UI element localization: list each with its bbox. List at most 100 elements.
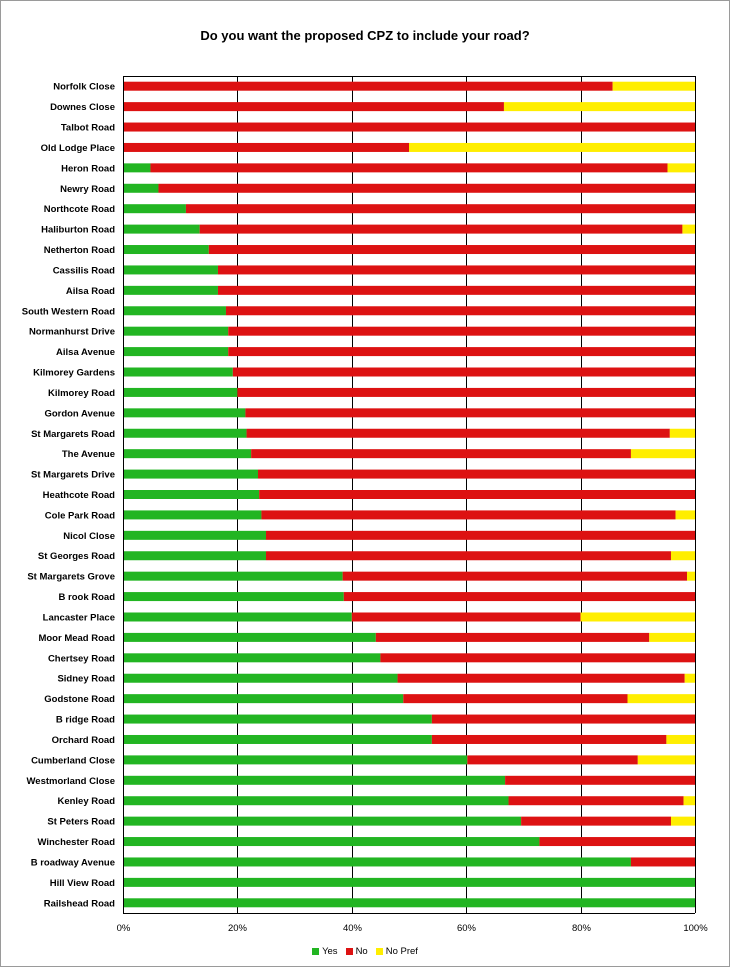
bar-segment-no xyxy=(266,551,671,561)
category-label: Netherton Road xyxy=(44,245,115,256)
bar-segment-yes xyxy=(123,755,468,765)
bar-segment-no-pref xyxy=(503,102,695,112)
bar-segment-yes xyxy=(123,877,695,887)
category-label: Kenley Road xyxy=(57,796,115,807)
bar-segment-yes xyxy=(123,245,209,255)
category-label: St Margarets Drive xyxy=(31,470,115,481)
category-label: Newry Road xyxy=(60,184,115,195)
category-label: B rook Road xyxy=(59,592,116,603)
category-label: Lancaster Place xyxy=(43,612,115,623)
legend-item-yes: Yes xyxy=(312,946,338,957)
bar-segment-no xyxy=(217,265,695,275)
bar-segment-yes xyxy=(123,306,226,316)
bar-segment-yes xyxy=(123,387,238,397)
bar-segment-yes xyxy=(123,367,233,377)
category-label: Sidney Road xyxy=(57,674,115,685)
bar-segment-no xyxy=(208,245,696,255)
bar-segment-yes xyxy=(123,449,252,459)
bar-segment-no xyxy=(521,816,671,826)
category-label: Kilmorey Road xyxy=(48,388,115,399)
legend-label: No xyxy=(355,946,368,957)
bar-segment-no xyxy=(397,673,685,683)
bar-segment-no-pref xyxy=(670,816,695,826)
bar-segment-no xyxy=(225,306,695,316)
bar-segment-no xyxy=(123,142,409,152)
category-label: B ridge Road xyxy=(56,715,115,726)
bar-segment-no-pref xyxy=(683,796,695,806)
category-label: Haliburton Road xyxy=(41,225,115,236)
category-label: St Margarets Road xyxy=(31,429,115,440)
chart-legend: Yes No No Pref xyxy=(0,946,730,957)
bar-segment-no xyxy=(505,775,695,785)
bar-segment-no xyxy=(158,183,696,193)
bar-segment-no-pref xyxy=(670,551,695,561)
bar-segment-yes xyxy=(123,816,522,826)
bar-segment-no xyxy=(228,326,696,336)
bar-segment-yes xyxy=(123,694,404,704)
bar-segment-no xyxy=(228,347,696,357)
bar-segment-yes xyxy=(123,571,343,581)
category-label: Old Lodge Place xyxy=(41,143,115,154)
legend-label: No Pref xyxy=(385,946,418,957)
bar-segment-no xyxy=(251,449,631,459)
bar-segment-yes xyxy=(123,551,266,561)
bar-segment-no-pref xyxy=(682,224,695,234)
category-label: Ailsa Road xyxy=(66,286,115,297)
bar-segment-no xyxy=(245,408,695,418)
bar-segment-no xyxy=(431,714,695,724)
bar-segment-no-pref xyxy=(669,428,695,438)
category-label: Godstone Road xyxy=(44,694,115,705)
bar-segment-yes xyxy=(123,734,432,744)
category-label: Cassilis Road xyxy=(53,265,115,276)
category-label: St Peters Road xyxy=(47,817,115,828)
bar-segment-yes xyxy=(123,632,376,642)
bar-segment-yes xyxy=(123,857,631,867)
legend-item-no: No xyxy=(345,946,368,957)
category-label: Gordon Avenue xyxy=(44,408,115,419)
chart-title: Do you want the proposed CPZ to include … xyxy=(200,28,530,43)
bar-segment-yes xyxy=(123,408,246,418)
bar-segment-no xyxy=(431,734,667,744)
bar-segment-no xyxy=(259,490,695,499)
bar-segment-yes xyxy=(123,714,432,724)
category-label: Northcote Road xyxy=(44,204,115,215)
bar-segment-no-pref xyxy=(637,755,695,765)
bar-segment-no xyxy=(508,796,684,806)
bar-segment-no xyxy=(351,612,581,622)
bar-segment-no xyxy=(342,571,687,581)
category-label: Cole Park Road xyxy=(45,510,115,521)
bar-segment-yes xyxy=(123,837,540,847)
bar-segment-no xyxy=(539,837,695,847)
bar-segment-yes xyxy=(123,265,218,275)
category-label: St Georges Road xyxy=(38,551,115,562)
category-label: Chertsey Road xyxy=(48,653,115,664)
bar-segment-no xyxy=(123,81,613,91)
category-label: Talbot Road xyxy=(61,123,115,134)
category-label: South Western Road xyxy=(22,306,115,317)
bar-segment-no-pref xyxy=(409,142,695,152)
bar-segment-no-pref xyxy=(612,81,695,91)
category-label: Heron Road xyxy=(61,163,115,174)
category-label: St Margarets Grove xyxy=(27,572,115,583)
bar-segment-no xyxy=(123,122,695,132)
bar-segment-no-pref xyxy=(684,673,695,683)
x-tick-label: 60% xyxy=(457,923,477,934)
bar-segment-yes xyxy=(123,224,200,234)
bar-segment-yes xyxy=(123,285,218,295)
category-label: The Avenue xyxy=(62,449,115,460)
category-label: Cumberland Close xyxy=(31,755,115,766)
category-label: Heathcote Road xyxy=(43,490,116,501)
category-label: Railshead Road xyxy=(44,898,115,909)
bar-segment-no-pref xyxy=(627,694,695,704)
category-label: B roadway Avenue xyxy=(31,857,115,868)
bar-segment-yes xyxy=(123,204,186,214)
category-label: Norfolk Close xyxy=(53,82,115,93)
category-label: Hill View Road xyxy=(50,878,115,889)
bar-segment-yes xyxy=(123,490,260,499)
bar-segment-no-pref xyxy=(649,632,695,642)
bar-segment-no xyxy=(375,632,650,642)
bar-segment-no xyxy=(630,857,695,867)
bar-segment-no xyxy=(199,224,683,234)
bar-segment-no xyxy=(467,755,638,765)
